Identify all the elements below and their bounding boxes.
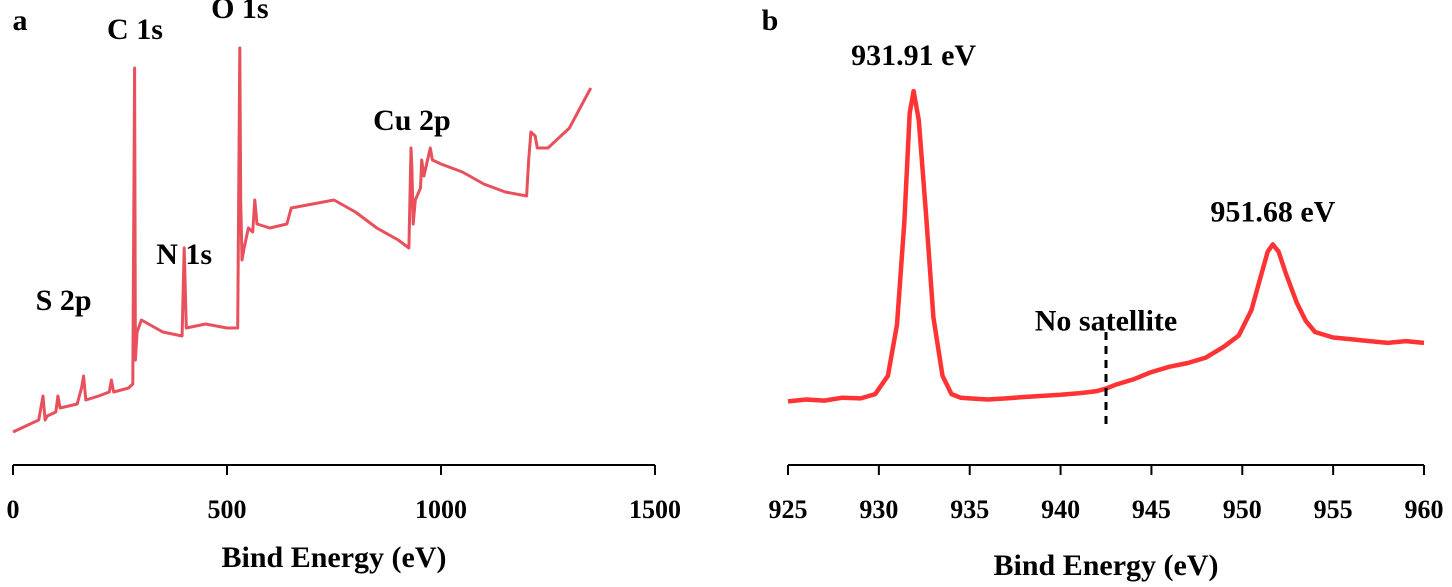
spectrum-line-b [787,88,1425,404]
peak-label-a: S 2p [36,284,92,317]
peak-label-b: 931.91 eV [851,39,976,72]
x-tick-label-b: 960 [1405,495,1444,524]
x-tick-label-b: 935 [950,495,989,524]
x-tick-label-b: 930 [859,495,898,524]
x-tick-label-b: 925 [769,495,808,524]
x-tick-label-a: 1500 [629,495,681,524]
peak-label-a: Cu 2p [373,104,451,137]
x-axis-label-a: Bind Energy (eV) [222,541,447,574]
x-tick-label-b: 945 [1132,495,1171,524]
x-tick-label-a: 0 [7,495,20,524]
peak-label-a: C 1s [107,13,163,46]
x-tick-label-b: 940 [1041,495,1080,524]
peak-label-b: No satellite [1035,304,1177,337]
panel-letter-a: a [13,4,28,37]
x-tick-label-b: 950 [1223,495,1262,524]
x-tick-label-a: 500 [208,495,247,524]
peak-label-a: N 1s [156,238,212,271]
spectrum-line-a [12,46,593,434]
peak-label-b: 951.68 eV [1210,195,1335,228]
panel-letter-b: b [762,4,779,37]
peak-label-a: O 1s [211,0,269,25]
x-tick-label-b: 955 [1314,495,1353,524]
x-tick-label-a: 1000 [415,495,467,524]
x-axis-label-b: Bind Energy (eV) [994,549,1219,582]
